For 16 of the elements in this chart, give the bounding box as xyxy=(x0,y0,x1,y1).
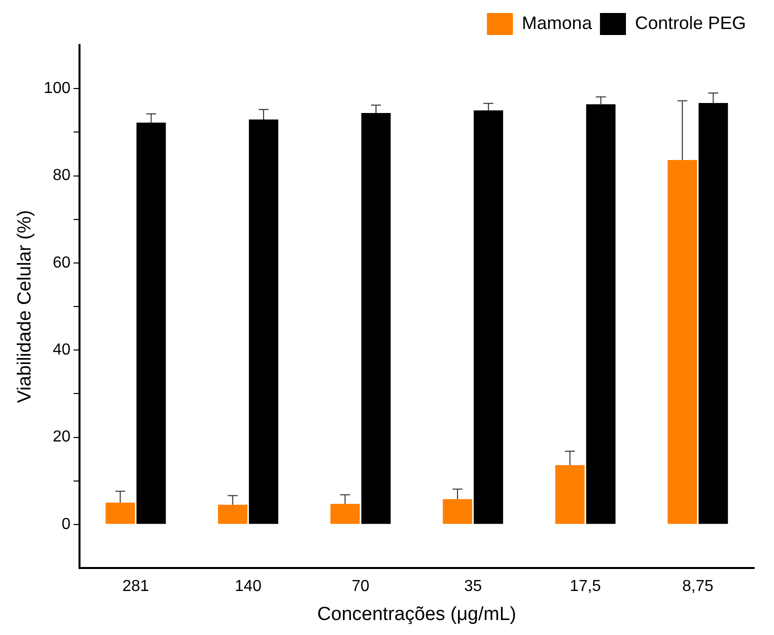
y-tick-label: 0 xyxy=(62,516,71,533)
y-tick-label: 100 xyxy=(44,80,71,97)
legend-label: Mamona xyxy=(522,12,593,33)
y-tick-label: 20 xyxy=(52,428,71,446)
y-axis-title: Viabilidade Celular (%) xyxy=(14,210,36,403)
x-tick-label: 17,5 xyxy=(570,578,602,596)
x-tick-label: 140 xyxy=(234,578,262,596)
x-tick-label: 70 xyxy=(352,578,370,596)
legend-label: Controle PEG xyxy=(634,12,746,33)
x-tick-label: 8,75 xyxy=(682,578,714,596)
x-axis-title: Concentrações (μg/mL) xyxy=(317,604,516,625)
y-tick-label: 40 xyxy=(52,341,71,358)
y-tick-label: 80 xyxy=(52,167,71,184)
x-tick-label: 35 xyxy=(464,578,482,596)
x-tick-label: 281 xyxy=(122,578,150,596)
y-tick-label: 60 xyxy=(52,254,71,272)
